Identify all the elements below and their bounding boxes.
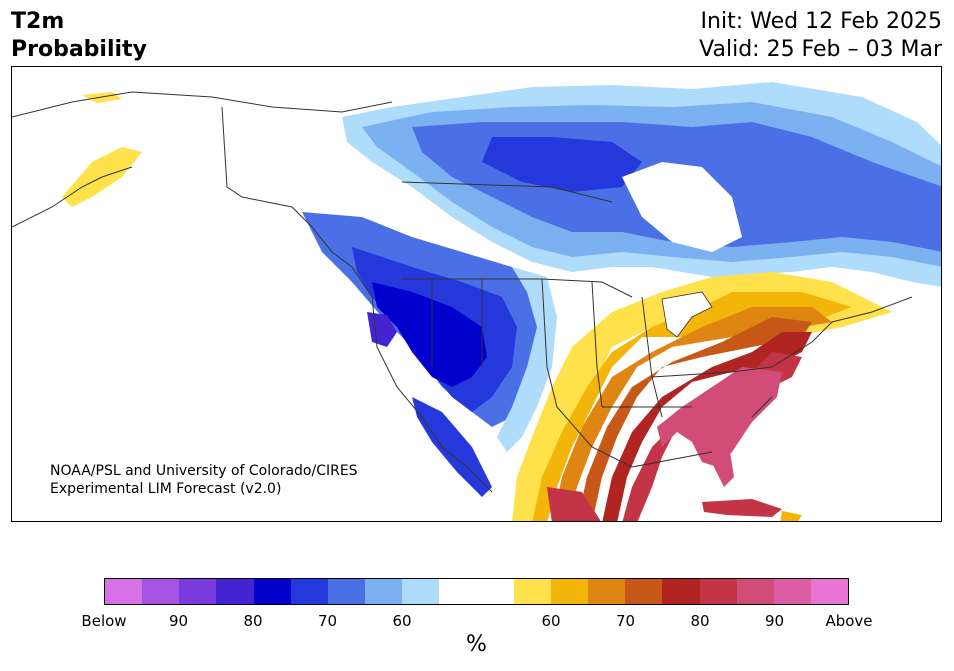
caribbean-warm [780, 511, 802, 521]
colorbar-segment [179, 579, 217, 604]
cuba-warm [702, 499, 782, 517]
forecast-dates: Init: Wed 12 Feb 2025 Valid: 25 Feb – 03… [699, 8, 942, 64]
valid-dates: Valid: 25 Feb – 03 Mar [699, 37, 942, 62]
colorbar [104, 578, 849, 605]
colorbar-segment [105, 579, 143, 604]
colorbar-tick-label: 60 [392, 612, 412, 630]
colorbar-tick-label: Above [825, 612, 873, 630]
western-us-cold-max [372, 282, 487, 387]
colorbar-segment [327, 579, 366, 604]
colorbar-segment [625, 579, 663, 604]
colorbar-tick-label: Below [81, 612, 127, 630]
warm-region-crimson [622, 352, 802, 521]
colorbar-segment [439, 579, 477, 604]
warm-region-pink [657, 367, 782, 467]
colorbar-segment [253, 579, 291, 604]
probability-map: NOAA/PSL and University of Colorado/CIRE… [11, 66, 942, 522]
colorbar-tick-label: 70 [317, 612, 338, 630]
title-type: Probability [11, 37, 147, 62]
great-lakes [661, 291, 713, 338]
colorbar-tick-label: 80 [690, 612, 710, 630]
colorbar-unit: % [466, 632, 487, 657]
colorbar-segment [290, 579, 328, 604]
cold-region-deep [482, 137, 642, 192]
colorbar-segment [736, 579, 774, 604]
colorbar-tick-label: 80 [243, 612, 263, 630]
colorbar-segment [662, 579, 700, 604]
transition-light [497, 267, 557, 452]
colorbar-tick-label: 90 [764, 612, 785, 630]
colorbar-segment [588, 579, 626, 604]
credit-line-2: Experimental LIM Forecast (v2.0) [50, 481, 281, 497]
credit-line-1: NOAA/PSL and University of Colorado/CIRE… [50, 463, 358, 479]
florida-warm [712, 447, 734, 487]
colorbar-segment [402, 579, 440, 604]
hudson-bay [622, 162, 742, 252]
init-date: Init: Wed 12 Feb 2025 [700, 9, 942, 34]
colorbar-segment [513, 579, 551, 604]
warm-region-orange [552, 307, 832, 521]
colorbar-segment [810, 579, 849, 604]
chart-title: T2m Probability [11, 8, 147, 64]
map-svg: NOAA/PSL and University of Colorado/CIRE… [12, 67, 941, 521]
colorbar-segment [773, 579, 811, 604]
colorbar-segment [476, 579, 514, 604]
colorbar-tick-label: 70 [615, 612, 636, 630]
warm-region-red [602, 332, 812, 521]
mexico-warm [547, 487, 601, 521]
colorbar-segment [550, 579, 589, 604]
title-variable: T2m [11, 9, 65, 34]
colorbar-segment [216, 579, 254, 604]
colorbar-tick-label: 60 [541, 612, 561, 630]
colorbar-segment [699, 579, 737, 604]
borders [12, 91, 913, 493]
colorbar-segment [142, 579, 180, 604]
colorbar-segment [365, 579, 403, 604]
colorbar-tick-label: 90 [168, 612, 189, 630]
